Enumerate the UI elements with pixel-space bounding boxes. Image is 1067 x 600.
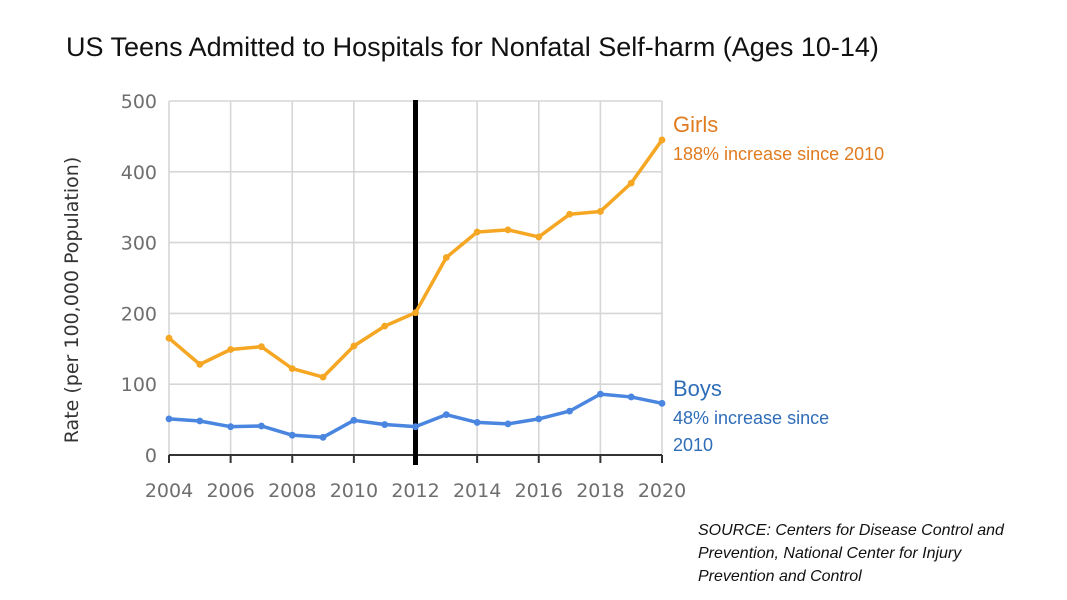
data-point-girls [504, 226, 512, 234]
data-point-girls [596, 208, 604, 215]
data-point-boys [627, 393, 635, 401]
data-point-boys [412, 423, 419, 431]
data-point-boys [319, 433, 327, 441]
x-tick-label: 2004 [145, 480, 193, 502]
x-tick-label: 2010 [330, 480, 378, 502]
x-tick-label: 2014 [453, 480, 501, 502]
data-point-girls [319, 373, 327, 381]
data-point-girls [381, 322, 389, 330]
y-tick-label: 500 [121, 91, 157, 113]
x-tick-label: 2012 [391, 480, 439, 502]
data-point-boys [288, 431, 296, 439]
x-tick-label: 2018 [576, 480, 624, 502]
data-point-boys [535, 415, 543, 423]
source-note: SOURCE: Centers for Disease Control and … [698, 519, 1028, 588]
y-tick-label: 300 [121, 233, 157, 255]
x-tick-label: 2016 [515, 480, 563, 502]
series-label-girls: Girls [673, 112, 718, 137]
data-point-boys [473, 419, 481, 426]
series-label-boys: Boys [673, 376, 722, 401]
y-tick-label: 200 [121, 303, 157, 325]
x-tick-label: 2008 [268, 480, 316, 502]
data-point-girls [412, 309, 419, 317]
data-point-girls [227, 346, 235, 353]
data-point-girls [350, 342, 358, 350]
y-tick-label: 0 [145, 445, 157, 467]
data-point-girls [566, 210, 573, 218]
series-sublabel-boys: 48% increase since [673, 408, 829, 428]
data-point-girls [658, 136, 666, 144]
x-tick-labels: 2004 2006 2008 2010 2012 2014 2016 2018 2020 [145, 480, 686, 502]
data-point-girls [288, 365, 296, 373]
y-tick-label: 400 [121, 162, 157, 184]
grid [168, 100, 663, 465]
data-point-boys [566, 407, 573, 415]
data-point-boys [596, 390, 604, 398]
chart-title: US Teens Admitted to Hospitals for Nonfa… [66, 32, 879, 62]
data-point-boys [165, 415, 173, 423]
data-point-boys [258, 422, 265, 430]
x-tick-label: 2006 [206, 480, 254, 502]
data-point-girls [442, 254, 450, 261]
data-point-girls [258, 343, 265, 351]
data-point-girls [627, 179, 635, 187]
data-point-girls [196, 360, 204, 368]
y-axis-label: Rate (per 100,000 Population) [61, 157, 83, 443]
data-point-girls [535, 233, 543, 241]
source-line: Prevention, National Center for Injury [698, 545, 962, 562]
data-point-boys [350, 416, 358, 424]
series-labels: Girls 188% increase since 2010 Boys 48% inc… [673, 112, 884, 455]
series-layer [165, 136, 666, 441]
data-point-boys [442, 411, 450, 419]
data-point-boys [381, 421, 389, 428]
x-tick-label: 2020 [638, 480, 686, 502]
series-sublabel-boys: 2010 [673, 435, 713, 455]
data-point-boys [504, 420, 512, 428]
y-tick-labels: 0 100 200 300 400 500 [121, 91, 157, 467]
data-point-girls [473, 228, 481, 236]
series-sublabel-girls: 188% increase since 2010 [673, 144, 884, 164]
data-point-boys [227, 423, 235, 431]
source-line: SOURCE: Centers for Disease Control and [698, 522, 1004, 539]
data-point-boys [658, 399, 666, 407]
y-tick-label: 100 [121, 374, 157, 396]
data-point-boys [196, 417, 204, 425]
source-line: Prevention and Control [698, 568, 862, 585]
data-point-girls [165, 334, 173, 342]
